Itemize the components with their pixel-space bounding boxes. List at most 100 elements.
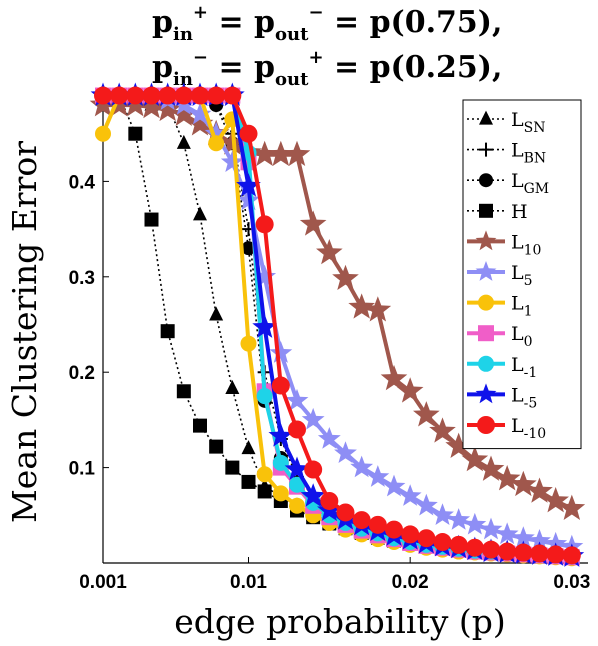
x-tick-label: 0.03 — [553, 572, 590, 593]
data-point — [256, 466, 273, 483]
data-point — [530, 544, 549, 563]
data-point — [382, 474, 406, 497]
y-tick-label: 0.3 — [69, 268, 95, 289]
x-tick-label: 0.001 — [79, 572, 127, 593]
data-point — [479, 517, 503, 540]
legend-label: L-5 — [511, 384, 537, 411]
legend-label: H — [511, 201, 528, 223]
y-tick-label: 0.1 — [69, 459, 96, 480]
series-layer — [89, 82, 586, 567]
legend-marker — [478, 325, 494, 342]
data-point — [240, 335, 257, 352]
data-point — [332, 264, 359, 291]
data-point — [204, 121, 228, 144]
data-point — [236, 173, 261, 197]
data-point — [176, 384, 191, 399]
data-point — [252, 314, 278, 338]
data-point — [445, 432, 472, 458]
legend-label: L-10 — [511, 415, 546, 442]
data-point — [334, 441, 357, 463]
legend-marker — [478, 294, 494, 311]
data-point — [431, 503, 454, 526]
data-point — [352, 511, 371, 530]
data-point — [223, 86, 242, 105]
legend-item: L5 — [467, 261, 533, 289]
data-point — [401, 525, 420, 544]
data-point — [546, 545, 565, 564]
data-point — [417, 529, 436, 548]
data-point — [465, 538, 484, 557]
data-point — [267, 140, 295, 167]
data-point — [255, 215, 274, 234]
data-point — [463, 512, 487, 535]
legend-label: LSN — [511, 109, 545, 136]
data-point — [239, 124, 258, 143]
data-point — [304, 460, 323, 479]
data-point — [193, 418, 207, 433]
data-point — [495, 522, 519, 545]
data-point — [285, 388, 309, 411]
data-point — [364, 296, 392, 322]
data-point — [461, 445, 489, 472]
data-point — [128, 126, 143, 141]
legend-label: L0 — [511, 323, 533, 350]
legend-item: L-1 — [467, 354, 537, 381]
legend-label: LGM — [511, 170, 549, 197]
data-point — [482, 540, 500, 559]
data-point — [241, 474, 256, 489]
data-point — [284, 456, 310, 481]
data-point — [380, 364, 408, 391]
data-point — [241, 241, 256, 256]
data-point — [514, 543, 533, 562]
legend-marker — [479, 110, 493, 125]
x-axis-label: edge probability (p) — [174, 602, 505, 641]
data-point — [160, 324, 175, 339]
legend-label: LBN — [511, 140, 546, 167]
data-point — [528, 529, 551, 551]
data-point — [95, 125, 111, 142]
data-point — [174, 86, 193, 105]
data-point — [289, 476, 305, 493]
legend-marker — [479, 173, 493, 188]
data-point — [191, 86, 209, 105]
data-point — [209, 439, 224, 454]
legend-label: L10 — [511, 231, 541, 258]
data-point — [368, 515, 387, 534]
data-point — [272, 485, 289, 502]
data-point — [188, 102, 212, 125]
data-point — [144, 212, 159, 227]
data-point — [398, 484, 422, 506]
data-point — [268, 423, 294, 447]
x-tick-label: 0.01 — [230, 572, 267, 593]
legend: LSN LBN LGM H L10 L5 L1 L0 L-1 L-5 L-10 — [462, 99, 582, 450]
data-point — [348, 293, 375, 319]
data-point — [299, 210, 327, 236]
data-point — [542, 486, 569, 513]
data-point — [447, 508, 471, 530]
data-point — [110, 86, 129, 105]
data-point — [193, 206, 207, 221]
legend-item: L-5 — [467, 383, 537, 411]
data-point — [414, 493, 438, 516]
data-point — [176, 134, 191, 149]
legend-marker — [477, 416, 495, 434]
data-point — [511, 526, 535, 548]
legend-item: LGM — [467, 170, 549, 197]
data-point — [413, 401, 440, 427]
legend-marker — [478, 355, 494, 372]
data-point — [94, 86, 112, 105]
data-point — [220, 150, 244, 173]
legend-label: L5 — [511, 262, 533, 289]
legend-item: LSN — [467, 109, 545, 136]
data-point — [272, 454, 289, 471]
data-point — [449, 535, 468, 554]
legend-label: L-1 — [511, 354, 537, 381]
data-point — [558, 494, 586, 520]
title-line-1: pin+ = pout− = p(0.75), — [152, 2, 502, 45]
series-L_10 — [89, 91, 586, 520]
data-point — [433, 533, 452, 552]
data-point — [336, 503, 355, 522]
legend-item: L10 — [467, 230, 541, 258]
data-point — [186, 110, 214, 136]
data-point — [288, 420, 306, 439]
